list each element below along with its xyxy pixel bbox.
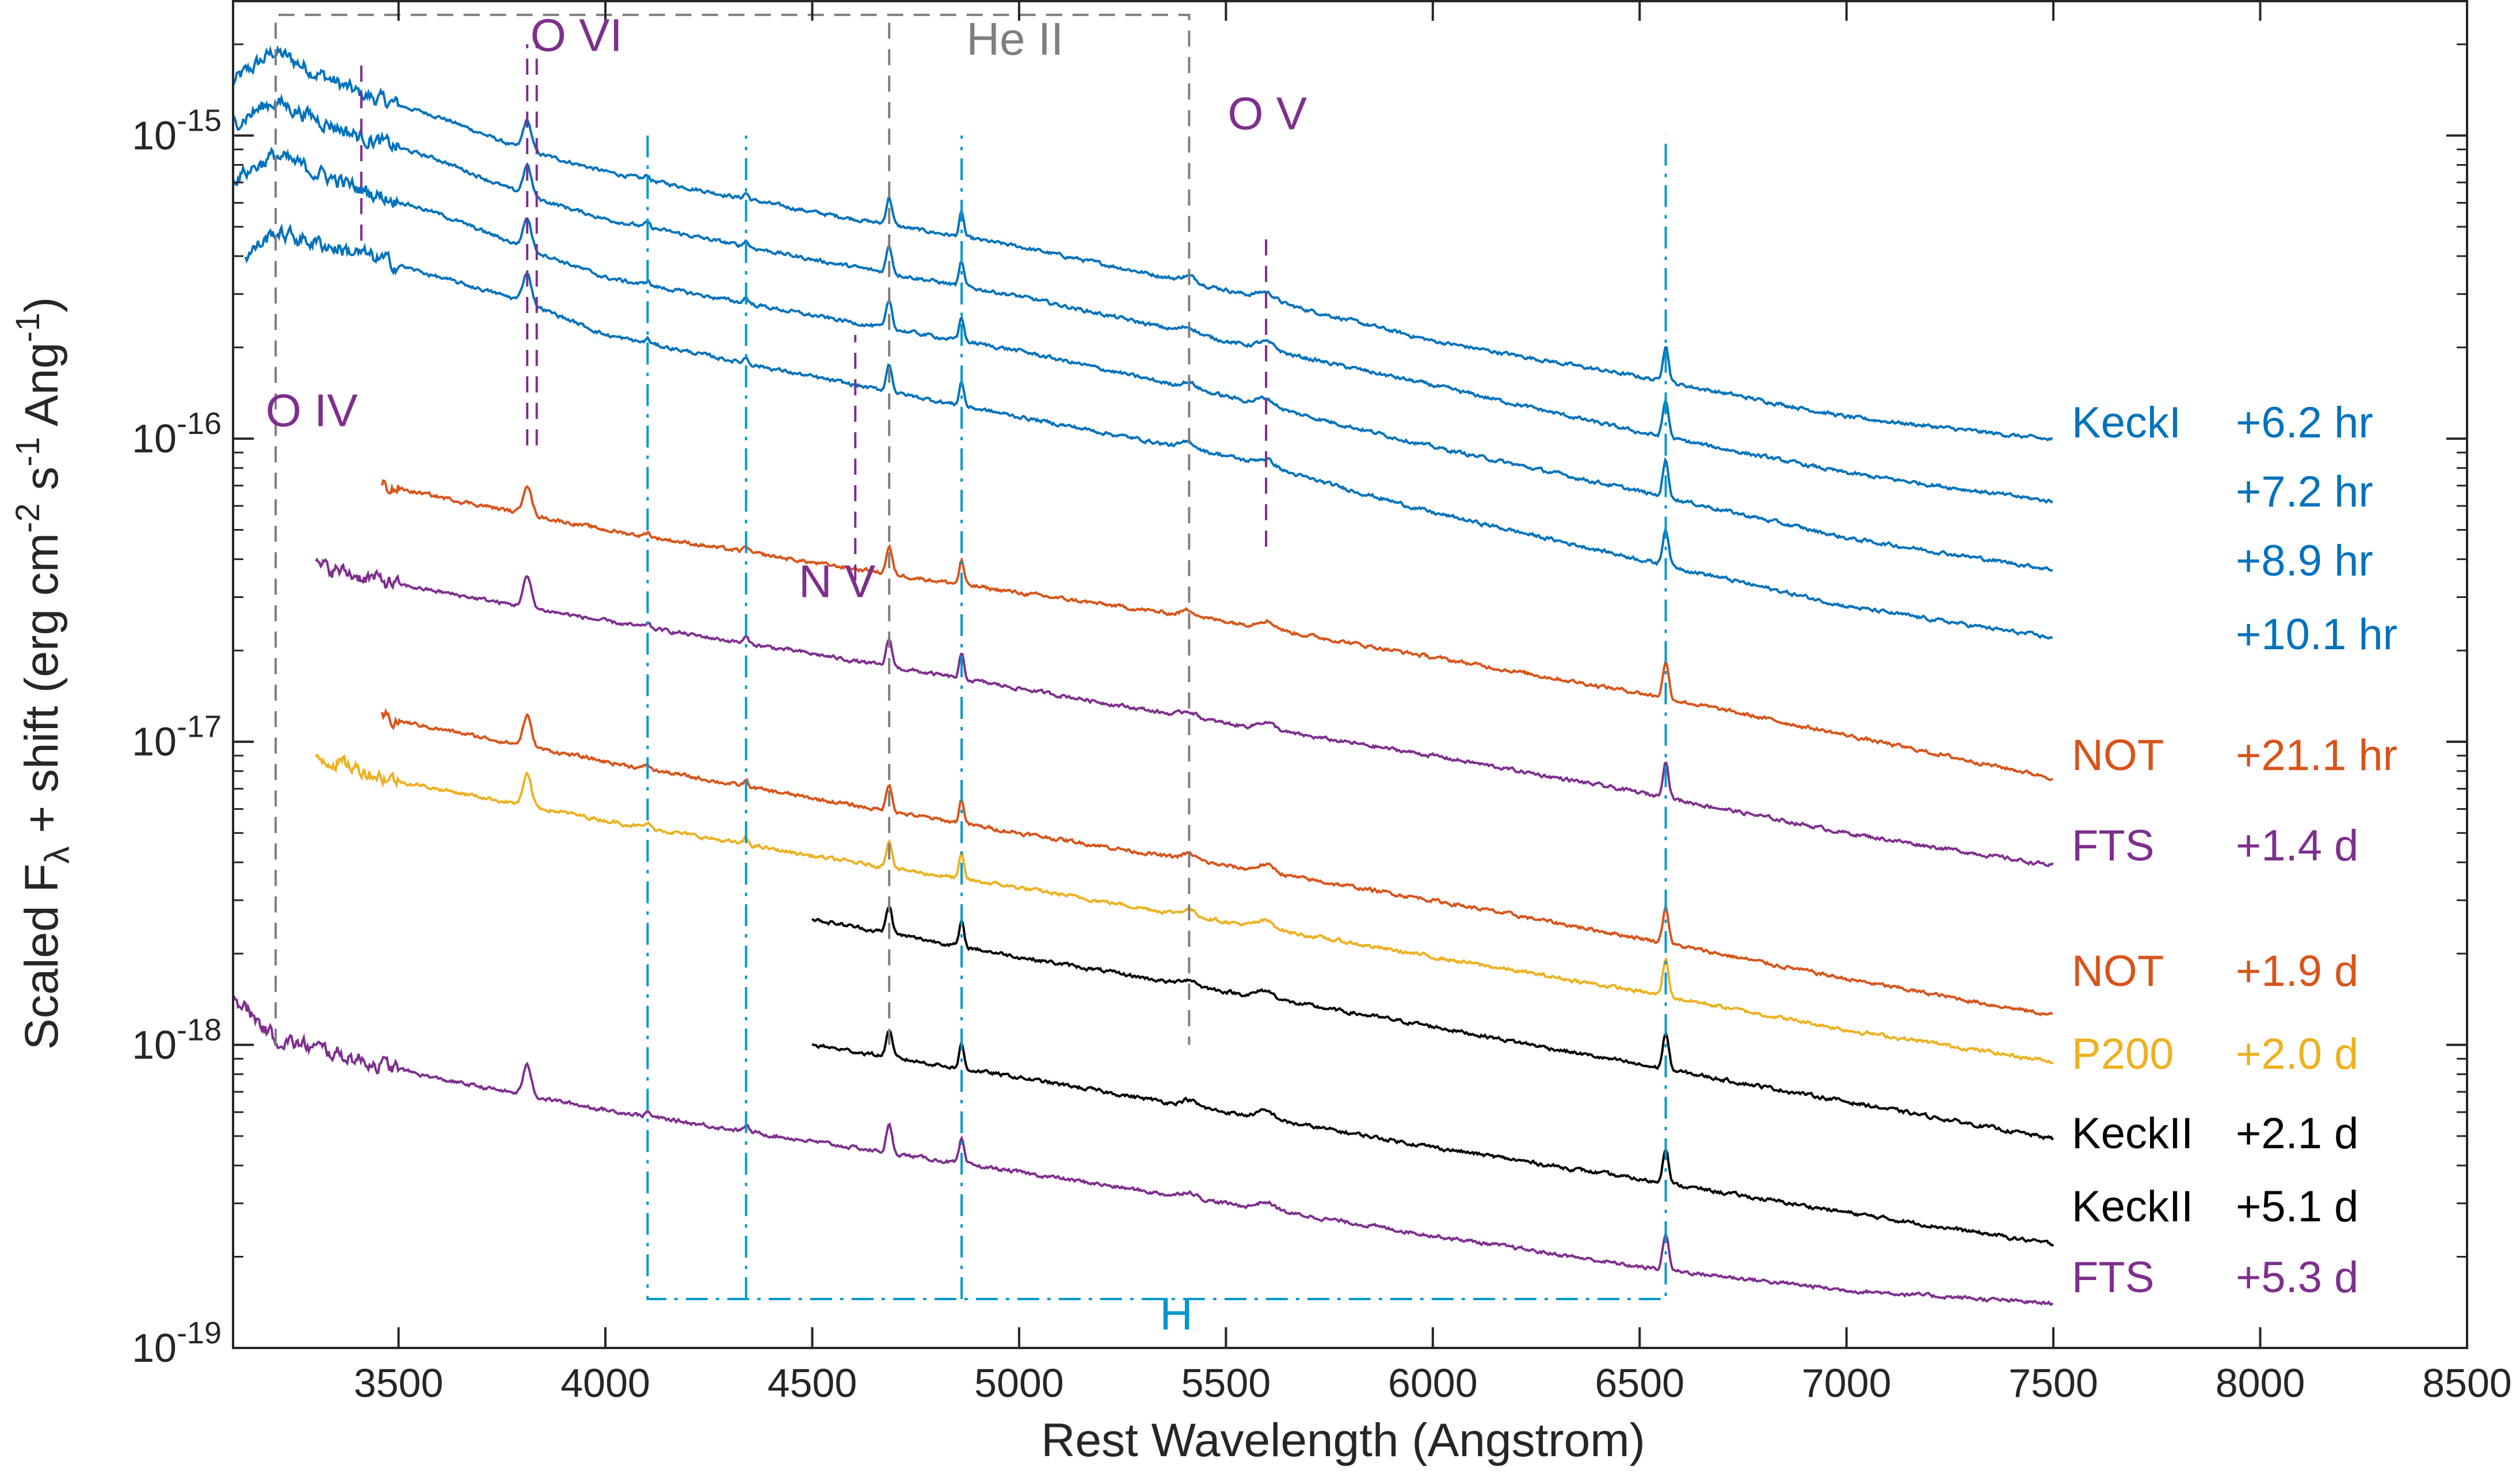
series-telescope-label: KeckII xyxy=(2072,1109,2193,1158)
series-telescope-label: FTS xyxy=(2072,821,2155,870)
y-tick-label: 10-17 xyxy=(132,710,222,764)
y-axis-title: Scaled Fλ + shift (erg cm-2 s-1 Ang-1) xyxy=(9,297,77,1050)
series-epoch-label: +10.1 hr xyxy=(2236,610,2397,659)
marker-label-o-vi: O VI xyxy=(531,10,623,61)
y-tick-label: 10-18 xyxy=(132,1012,222,1067)
marker-box-h xyxy=(646,135,1667,1301)
series-epoch-label: +21.1 hr xyxy=(2236,731,2397,780)
x-tick-label: 5000 xyxy=(974,1361,1064,1406)
series-epoch-label: +8.9 hr xyxy=(2236,536,2373,585)
marker-label-o-iv: O IV xyxy=(266,384,359,436)
y-tick-label: 10-16 xyxy=(132,406,222,461)
x-tick-label: 4000 xyxy=(561,1361,650,1406)
spectrum-line-6 xyxy=(315,557,2054,867)
spectrum-line-8 xyxy=(315,753,2054,1065)
marker-box-he-ii xyxy=(275,13,1191,1045)
marker-label-h: H xyxy=(1160,1288,1193,1339)
series-epoch-label: +1.9 d xyxy=(2236,947,2358,996)
x-tick-label: 8500 xyxy=(2422,1361,2512,1406)
series-epoch-label: +6.2 hr xyxy=(2236,398,2373,447)
marker-label-he-ii: He II xyxy=(966,13,1063,64)
x-tick-label: 5500 xyxy=(1181,1361,1271,1406)
spectrum-line-10 xyxy=(811,1029,2054,1247)
series-telescope-label: P200 xyxy=(2072,1030,2174,1079)
x-axis-title: Rest Wavelength (Angstrom) xyxy=(1041,1414,1645,1467)
axes-frame xyxy=(232,0,2468,1349)
spectrum-line-7 xyxy=(380,707,2053,1017)
x-tick-label: 3500 xyxy=(354,1361,444,1406)
series-labels: O VI O IV N V O V He II H KeckI +6.2 hr +7.2 hr +… xyxy=(266,10,2397,1339)
series-epoch-label: +2.0 d xyxy=(2236,1030,2358,1079)
line-marker-group xyxy=(275,13,1667,1301)
axes-box xyxy=(232,0,2468,1349)
series-telescope-label: NOT xyxy=(2072,947,2164,996)
x-tick-label: 4500 xyxy=(768,1361,857,1406)
marker-label-n-v: N V xyxy=(799,555,876,607)
x-tick-label: 6500 xyxy=(1595,1361,1684,1406)
series-epoch-label: +5.3 d xyxy=(2236,1253,2358,1302)
spectrum-line-9 xyxy=(811,905,2054,1141)
x-tick-label: 6000 xyxy=(1388,1361,1478,1406)
spectrum-line-4 xyxy=(244,223,2053,640)
series-epoch-label: +5.1 d xyxy=(2236,1182,2358,1231)
plot-background xyxy=(233,0,2467,1348)
y-tick-label: 10-19 xyxy=(132,1316,222,1370)
series-epoch-label: +1.4 d xyxy=(2236,821,2358,870)
x-tick-label: 7000 xyxy=(1802,1361,1892,1406)
series-epoch-label: +7.2 hr xyxy=(2236,467,2373,516)
spectrum-line-11 xyxy=(233,995,2054,1307)
spectrum-line-5 xyxy=(380,479,2054,782)
series-telescope-label: KeckI xyxy=(2072,398,2181,447)
x-tick-label: 8000 xyxy=(2216,1361,2305,1406)
marker-label-o-v: O V xyxy=(1227,87,1307,139)
y-tick-label: 10-15 xyxy=(132,103,222,158)
series-telescope-label: KeckII xyxy=(2072,1182,2193,1231)
tick-labels: 3500 4000 4500 5000 5500 6000 6500 7000 7500 8000… xyxy=(132,103,2512,1406)
series-telescope-label: NOT xyxy=(2072,731,2164,780)
series-epoch-label: +2.1 d xyxy=(2236,1109,2358,1158)
series-telescope-label: FTS xyxy=(2072,1253,2155,1302)
x-tick-label: 7500 xyxy=(2008,1361,2098,1406)
plot-area xyxy=(233,0,2467,1348)
